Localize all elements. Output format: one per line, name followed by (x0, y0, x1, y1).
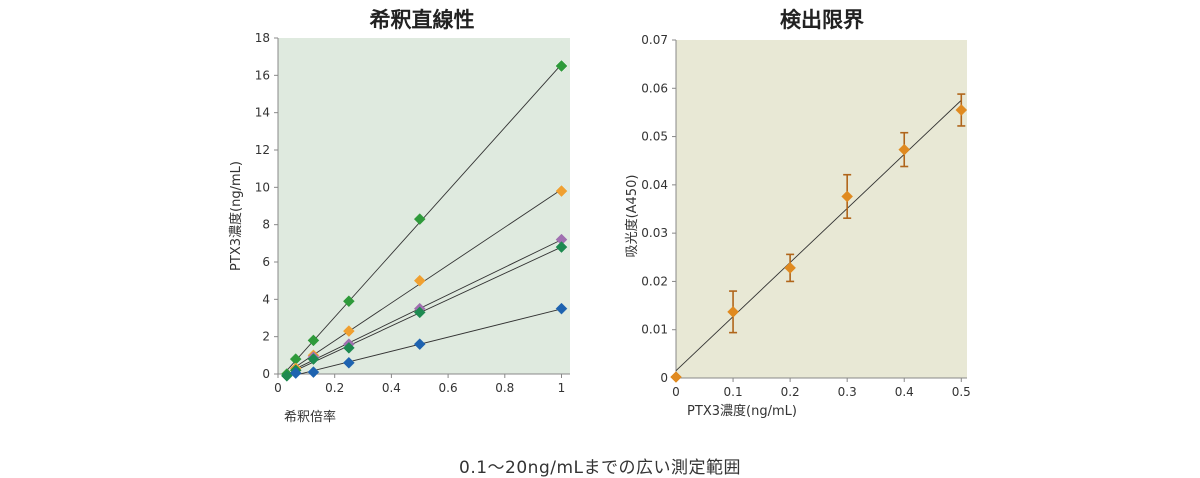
data-point-series-1 (555, 60, 568, 72)
x-axis-label: PTX3濃度(ng/mL) (687, 403, 797, 419)
data-point-series-1 (784, 262, 796, 274)
x-tick-label: 0.8 (495, 381, 514, 395)
data-point-series-1 (727, 305, 739, 318)
y-tick-label: 0.03 (641, 226, 668, 240)
x-tick-label: 0 (274, 381, 282, 395)
y-tick-label: 2 (262, 330, 270, 344)
data-point-series-5 (413, 338, 426, 350)
y-axis-label: 吸光度(A450) (624, 175, 640, 258)
x-tick-label: 0.2 (781, 385, 800, 399)
y-tick-label: 16 (255, 68, 270, 82)
chart-title-dilution-linearity: 希釈直線性 (369, 8, 475, 32)
x-tick-label: 0.5 (952, 385, 971, 399)
data-point-series-5 (289, 367, 302, 379)
data-point-series-1 (898, 143, 911, 156)
trendline-5 (295, 308, 562, 376)
plot-area (278, 38, 570, 374)
y-tick-label: 14 (255, 106, 270, 120)
y-tick-label: 0 (660, 371, 668, 385)
caption-text: 0.1～20ng/mLまでの広い測定範囲 (459, 458, 741, 478)
data-point-series-4 (281, 370, 293, 382)
data-point-series-1 (841, 190, 854, 203)
data-point-series-4 (343, 342, 355, 354)
x-tick-label: 0 (672, 385, 680, 399)
x-tick-label: 0.4 (895, 385, 914, 399)
y-axis-label: PTX3濃度(ng/mL) (228, 161, 244, 271)
data-point-series-1 (413, 213, 426, 225)
y-tick-label: 0.02 (641, 274, 668, 288)
trendline-1 (286, 64, 562, 371)
data-point-series-1 (307, 334, 320, 347)
data-point-series-2 (555, 185, 568, 197)
data-point-series-2 (343, 325, 355, 337)
y-tick-label: 0.01 (641, 323, 668, 337)
x-tick-label: 0.2 (325, 381, 344, 395)
data-point-series-1 (670, 371, 682, 383)
chart-title-detection-limit: 検出限界 (780, 8, 864, 32)
chart-2: 0 0.01 0.02 0.03 0.04 0.05 0.06 0.07 0 0.1 0.2 0.3 0… (624, 33, 971, 419)
data-point-series-4 (555, 241, 568, 253)
y-tick-label: 0 (262, 367, 270, 381)
data-point-series-5 (555, 302, 568, 315)
data-point-series-4 (413, 306, 426, 319)
y-tick-label: 0.05 (641, 130, 668, 144)
y-tick-label: 18 (255, 31, 270, 45)
trendline-1 (675, 99, 962, 372)
y-tick-label: 6 (262, 255, 270, 269)
chart-1: 0 2 4 6 8 10 12 14 16 18 0 0.2 0.4 0.6 0.8 1 希釈倍率 PTX3濃度(… (228, 31, 570, 425)
trendline-2 (295, 189, 562, 368)
x-tick-label: 0.3 (838, 385, 857, 399)
x-tick-label: 1 (558, 381, 566, 395)
y-tick-label: 0.06 (641, 81, 668, 95)
x-tick-label: 0.6 (439, 381, 458, 395)
data-point-series-5 (307, 366, 320, 378)
trendline-4 (286, 246, 562, 375)
y-tick-label: 4 (262, 292, 270, 306)
x-tick-label: 0.4 (382, 381, 401, 395)
y-tick-label: 0.07 (641, 33, 668, 47)
y-tick-label: 12 (255, 143, 270, 157)
x-tick-label: 0.1 (724, 385, 743, 399)
y-tick-label: 10 (255, 180, 270, 194)
y-tick-label: 8 (262, 218, 270, 232)
trendline-3 (295, 239, 562, 370)
y-tick-label: 0.04 (641, 178, 668, 192)
data-point-series-1 (343, 295, 355, 308)
data-point-series-2 (413, 274, 426, 287)
data-point-series-4 (307, 353, 320, 365)
plot-area (676, 40, 967, 378)
data-point-series-1 (955, 104, 968, 116)
data-point-series-5 (343, 356, 355, 369)
x-axis-label: 希釈倍率 (284, 409, 336, 425)
